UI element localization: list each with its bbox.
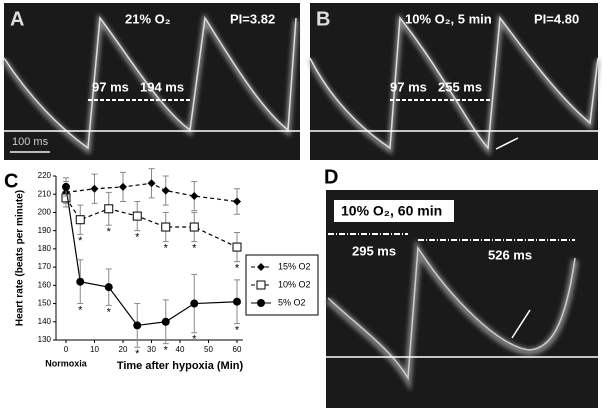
data-point [233,197,241,206]
panel-c: C 130 140 150 160 170 180 190 200 210 220 0 10 20 30 4… [4,168,319,372]
pulsatility-index: PI=4.80 [534,11,579,26]
data-point [161,222,171,232]
y-axis-label: Heart rate (beats per minute) [15,190,26,326]
pulsatility-index: PI=3.82 [230,11,275,26]
legend-label: 15% O2 [278,261,311,271]
data-point [161,317,170,326]
data-point [133,321,142,330]
y-tick-label: 200 [38,208,52,217]
panel-label: C [4,170,18,192]
y-tick-label: 210 [38,189,52,198]
legend-label: 10% O2 [278,279,311,289]
doppler-image [4,3,300,160]
significance-mark: * [192,334,197,346]
arrow [495,137,519,150]
data-point [104,283,113,292]
interval-label: 97 ms [92,79,129,94]
panel-label: B [316,8,330,30]
condition: 10% O₂, 60 min [341,203,442,219]
significance-mark: * [164,243,169,255]
data-point [75,215,85,225]
interval-label: 295 ms [352,243,396,258]
data-point [90,184,99,193]
interval-label: 97 ms [390,79,427,94]
interval-label: 194 ms [140,79,184,94]
waveform [325,239,579,392]
panel-d: D 10% O₂, 60 min 295 ms 526 ms [324,166,598,408]
data-point [232,242,242,252]
y-tick-label: 160 [38,280,52,289]
y-tick-label: 190 [38,226,52,235]
x-tick-label: 10 [90,345,99,354]
panel-label: A [10,8,24,30]
x-tick-label: 40 [176,345,185,354]
x-tick-label: 60 [233,345,242,354]
y-tick-label: 180 [38,244,52,253]
data-point [161,186,170,195]
waveform-edge [3,15,297,150]
x-tick-label: 50 [204,345,213,354]
x-tick-label: 0 [64,345,69,354]
panel-label: D [324,166,338,188]
waveform [1,12,299,155]
condition: 10% O₂, 5 min [405,11,492,26]
x-axis-label: Time after hypoxia (Min) [117,360,244,372]
significance-mark: * [107,226,112,238]
significance-mark: * [107,306,112,318]
doppler-image [326,190,598,408]
significance-mark: * [235,263,240,275]
condition-box [334,200,454,222]
y-tick-label: 130 [38,335,52,344]
data-point [132,211,142,221]
significance-mark: * [192,243,197,255]
x-tick-label: 30 [147,345,156,354]
significance-mark: * [135,348,140,360]
legend-marker [257,263,265,271]
data-point [147,179,156,188]
y-tick-label: 140 [38,317,52,326]
legend-marker [256,280,266,290]
data-point [62,182,70,191]
series-line [65,186,238,327]
waveform-edge [327,245,576,381]
significance-mark: * [135,232,140,244]
data-point [189,222,199,232]
panel-a: 100 ms A 21% O₂ PI=3.82 97 ms 194 ms [1,3,300,160]
interval-label: 255 ms [438,79,482,94]
data-point [104,204,114,214]
condition: 21% O₂ [125,11,171,26]
data-point [119,182,127,191]
scale-bar-label: 100 ms [12,136,49,148]
waveform-edge [309,15,599,150]
arrow [511,309,531,339]
data-point [190,192,199,201]
panel-b: B 10% O₂, 5 min PI=4.80 97 ms 255 ms [307,3,601,160]
legend-marker [257,299,265,307]
data-point [233,297,241,306]
significance-mark: * [235,325,240,337]
data-point [76,277,85,286]
waveform [307,13,601,156]
legend-label: 5% O2 [278,297,306,307]
interval-label: 526 ms [488,247,532,262]
y-tick-label: 220 [38,171,52,180]
y-tick-label: 170 [38,262,52,271]
x-tick-label: 20 [119,345,128,354]
y-tick-label: 150 [38,299,52,308]
significance-mark: * [78,304,83,316]
data-point [190,299,199,308]
baseline-label: Normoxia [45,358,88,368]
series-line [65,197,238,248]
significance-mark: * [164,345,169,357]
significance-mark: * [78,235,83,247]
